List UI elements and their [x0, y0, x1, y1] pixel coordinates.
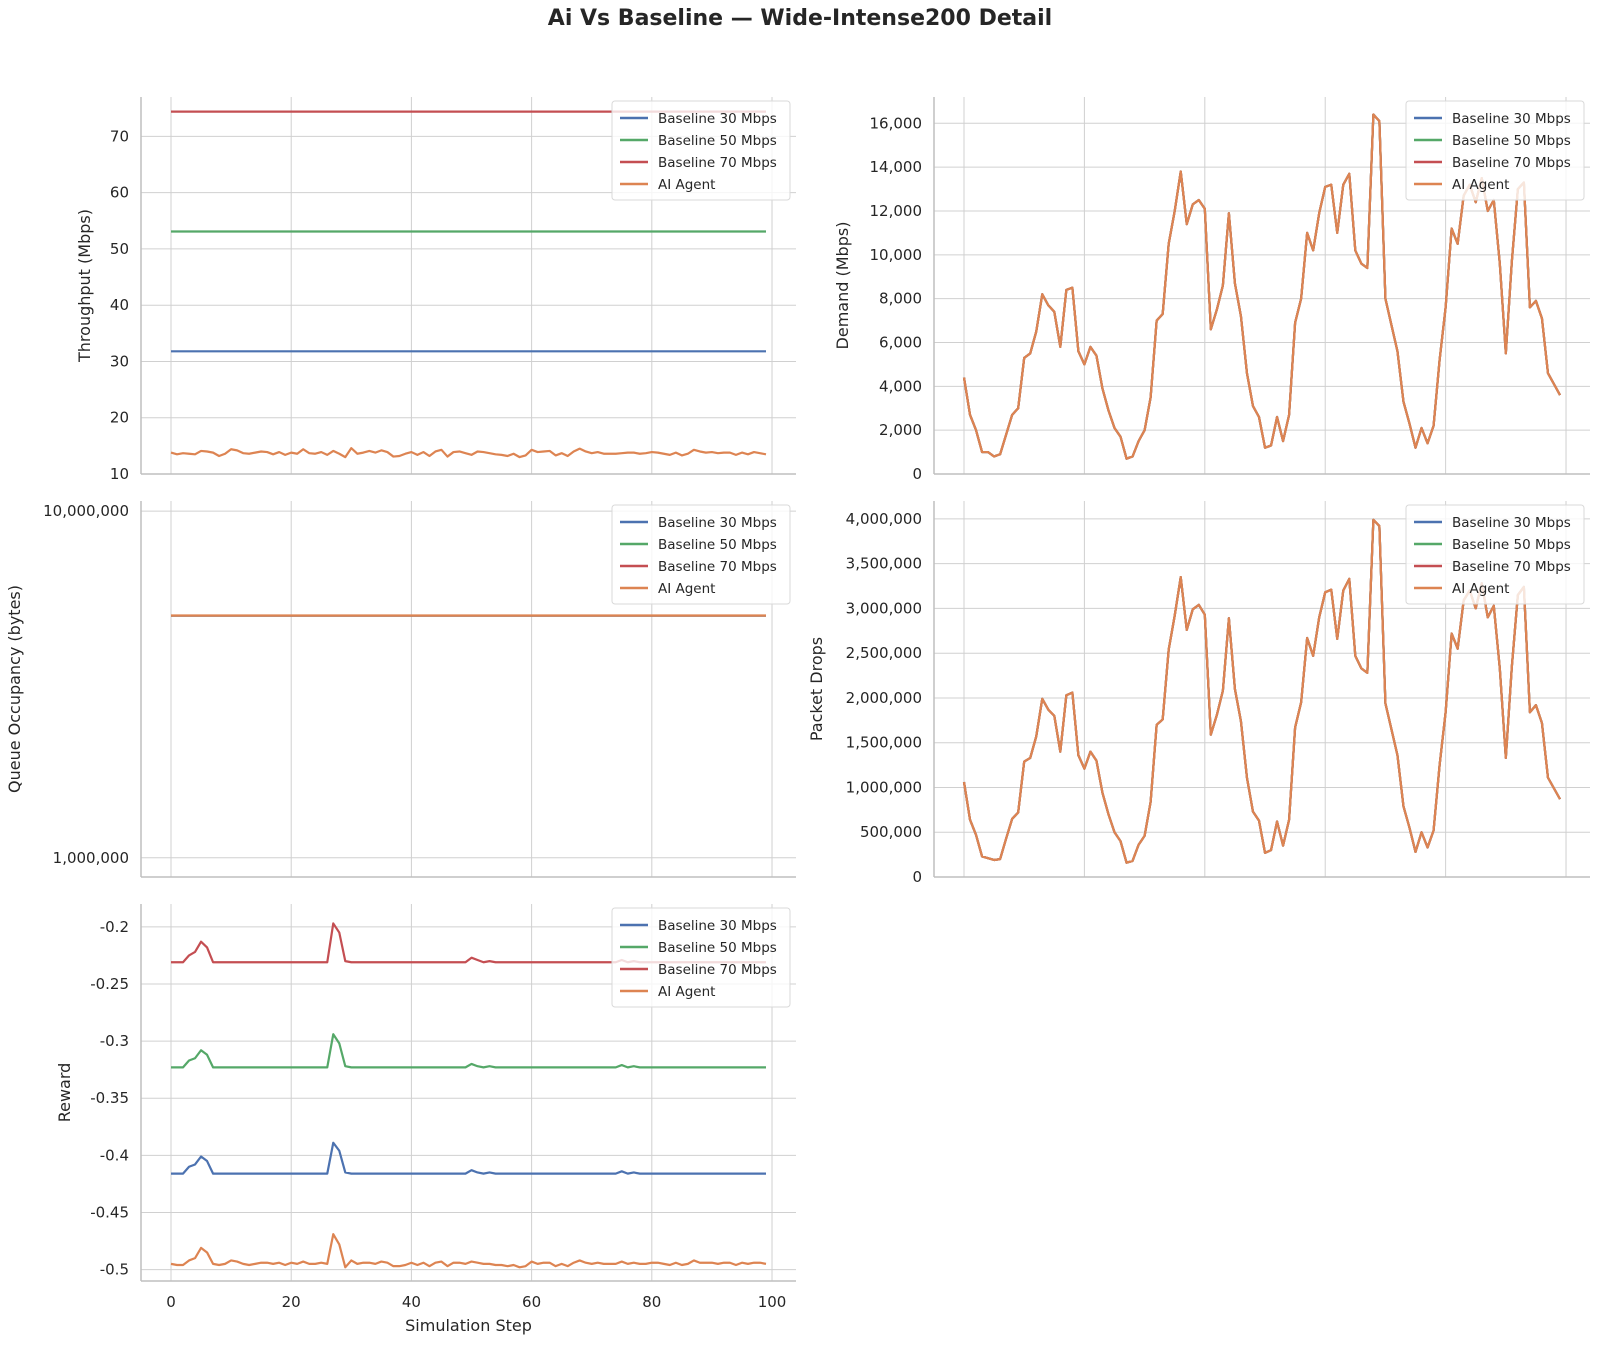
- legend-entry: Baseline 30 Mbps: [1452, 111, 1571, 127]
- y-tick-label: 30: [110, 352, 129, 370]
- legend-entry: Baseline 70 Mbps: [1452, 155, 1571, 171]
- legend-entry: Baseline 30 Mbps: [658, 918, 777, 934]
- legend-box: [611, 100, 791, 201]
- legend-entry: AI Agent: [1452, 177, 1509, 193]
- y-tick-label: 0: [912, 868, 922, 886]
- x-tick-label: 20: [282, 1293, 301, 1311]
- y-tick-label: -0.35: [90, 1089, 129, 1107]
- x-tick-label: 80: [642, 1293, 661, 1311]
- y-axis-label: Throughput (Mbps): [75, 209, 94, 363]
- y-tick-label: 50: [110, 240, 129, 258]
- y-tick-label: 8,000: [879, 290, 922, 308]
- legend-entry: Baseline 70 Mbps: [658, 155, 777, 171]
- y-tick-label: -0.45: [90, 1203, 129, 1221]
- figure-title: Ai Vs Baseline — Wide-Intense200 Detail: [547, 6, 1053, 31]
- legend-entry: Baseline 30 Mbps: [658, 515, 777, 531]
- y-tick-label: -0.3: [100, 1032, 129, 1050]
- series-line-ai: [962, 113, 1561, 460]
- y-tick-label: 20: [110, 409, 129, 427]
- series-line-ai: [170, 447, 767, 459]
- y-tick-label: 0: [912, 465, 922, 483]
- y-tick-label: 10: [110, 465, 129, 483]
- series-line-baseline50: [171, 1033, 766, 1069]
- y-tick-label: 70: [110, 127, 129, 145]
- legend-entry: AI Agent: [1452, 581, 1509, 597]
- x-tick-label: 0: [166, 1293, 176, 1311]
- y-axis-label: Packet Drops: [807, 637, 826, 741]
- series-line-ai: [962, 518, 1561, 864]
- y-tick-label: 500,000: [860, 823, 922, 841]
- legend-entry: Baseline 50 Mbps: [1452, 133, 1571, 149]
- legend-entry: Baseline 50 Mbps: [658, 537, 777, 553]
- y-tick-label: 1,000,000: [53, 849, 129, 867]
- y-tick-label: 6,000: [879, 333, 922, 351]
- legend-entry: Baseline 70 Mbps: [658, 962, 777, 978]
- y-tick-label: 4,000,000: [846, 510, 922, 528]
- series-line-baseline30: [171, 1141, 766, 1175]
- legend-box: [611, 907, 791, 1008]
- y-tick-label: 16,000: [870, 114, 923, 132]
- legend-entry: Baseline 30 Mbps: [658, 111, 777, 127]
- y-tick-label: 10,000,000: [43, 502, 129, 520]
- legend: Baseline 30 Mbps Baseline 50 Mbps Baseline…: [1405, 504, 1585, 605]
- y-tick-label: 12,000: [870, 202, 923, 220]
- legend-entry: Baseline 50 Mbps: [658, 940, 777, 956]
- legend-entry: Baseline 70 Mbps: [1452, 559, 1571, 575]
- legend-box: [1405, 100, 1585, 201]
- x-tick-label: 40: [402, 1293, 421, 1311]
- x-axis-label: Simulation Step: [405, 1316, 532, 1335]
- legend: Baseline 30 Mbps Baseline 50 Mbps Baseline…: [611, 907, 791, 1008]
- legend-entry: AI Agent: [658, 581, 715, 597]
- y-tick-label: 2,500,000: [846, 644, 922, 662]
- legend: Baseline 30 Mbps Baseline 50 Mbps Baseline…: [611, 504, 791, 605]
- y-tick-label: -0.5: [100, 1261, 129, 1279]
- panel-throughput: 10 20 30 40 50 60 70 Throughput (Mbps) Baseline …: [75, 97, 796, 483]
- y-tick-label: -0.4: [100, 1146, 129, 1164]
- legend-entry: Baseline 50 Mbps: [658, 133, 777, 149]
- legend-box: [1405, 504, 1585, 605]
- y-tick-label: 1,500,000: [846, 734, 922, 752]
- y-tick-label: 3,000,000: [846, 599, 922, 617]
- legend-entry: Baseline 50 Mbps: [1452, 537, 1571, 553]
- y-tick-label: 60: [110, 184, 129, 202]
- y-tick-label: 14,000: [870, 158, 923, 176]
- y-axis-label: Queue Occupancy (bytes): [5, 585, 24, 793]
- y-axis-label: Demand (Mbps): [833, 222, 852, 350]
- y-tick-label: 4,000: [879, 377, 922, 395]
- legend: Baseline 30 Mbps Baseline 50 Mbps Baseline…: [611, 100, 791, 201]
- y-tick-label: -0.25: [90, 975, 129, 993]
- legend-entry: AI Agent: [658, 984, 715, 1000]
- y-tick-label: -0.2: [100, 918, 129, 936]
- y-tick-label: 2,000: [879, 421, 922, 439]
- series-line-ai: [170, 1233, 767, 1269]
- panel-queue: 1,000,000 10,000,000 Queue Occupancy (byte…: [5, 501, 796, 878]
- panel-reward: -0.5 -0.45 -0.4 -0.35 -0.3 -0.25 -0.2 0 20 40 60 80…: [55, 904, 796, 1335]
- legend: Baseline 30 Mbps Baseline 50 Mbps Baseline…: [1405, 100, 1585, 201]
- y-tick-label: 1,000,000: [846, 778, 922, 796]
- legend-box: [611, 504, 791, 605]
- y-tick-label: 3,500,000: [846, 555, 922, 573]
- legend-entry: Baseline 70 Mbps: [658, 559, 777, 575]
- x-tick-label: 60: [522, 1293, 541, 1311]
- y-tick-label: 10,000: [870, 246, 923, 264]
- legend-entry: AI Agent: [658, 177, 715, 193]
- panel-drops: 0 500,000 1,000,000 1,500,000 2,000,000 2,500…: [807, 501, 1590, 886]
- legend-entry: Baseline 30 Mbps: [1452, 515, 1571, 531]
- y-tick-label: 2,000,000: [846, 689, 922, 707]
- x-tick-label: 100: [758, 1293, 787, 1311]
- y-axis-label: Reward: [55, 1063, 74, 1123]
- panel-demand: 0 2,000 4,000 6,000 8,000 10,000 12,000 14,000 1…: [833, 97, 1590, 483]
- y-tick-label: 40: [110, 296, 129, 314]
